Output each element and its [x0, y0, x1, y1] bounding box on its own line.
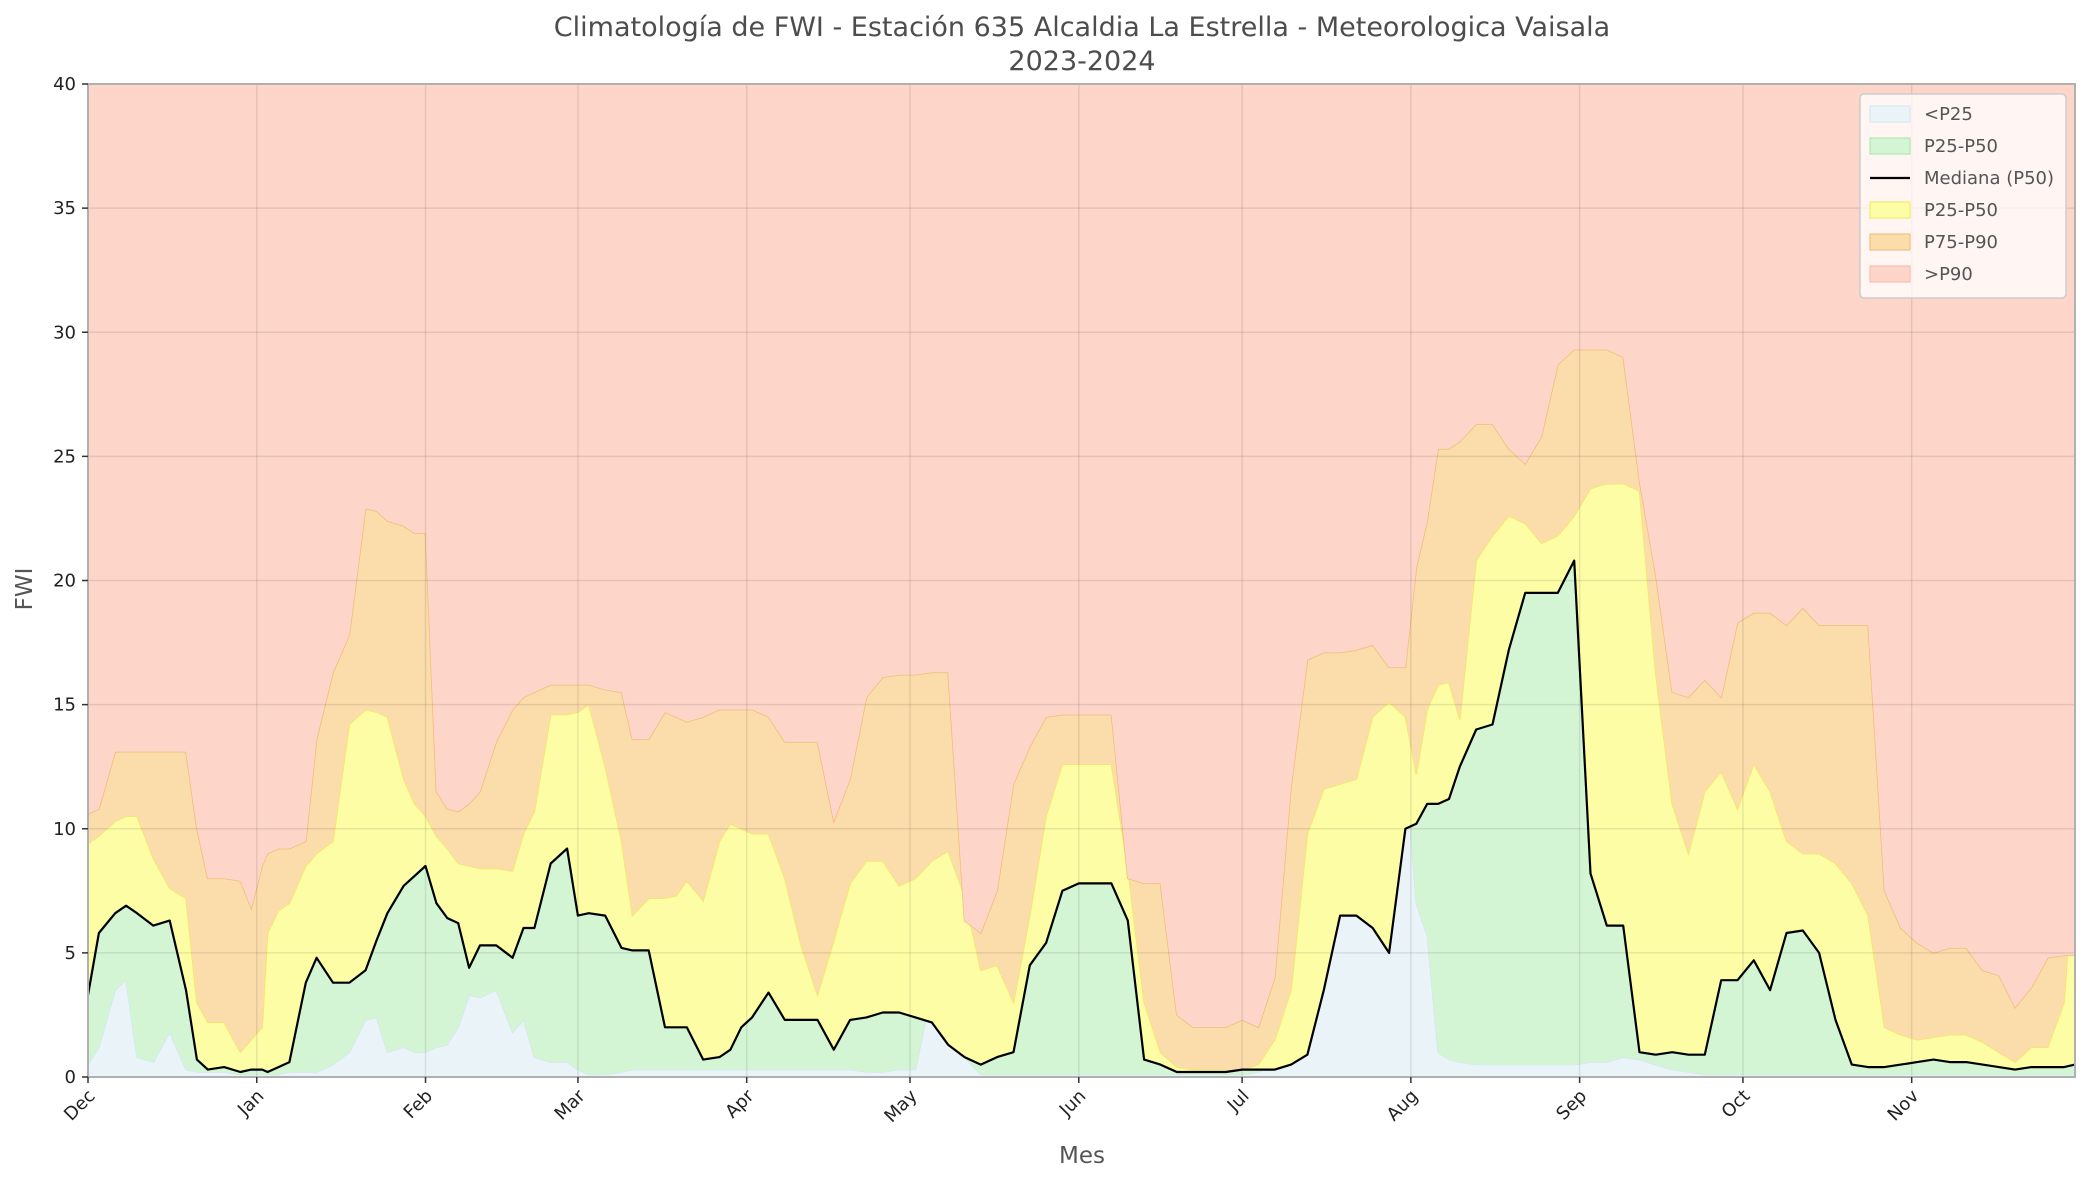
band-p75-p90: [88, 349, 2075, 1070]
legend-label: >P90: [1924, 264, 1973, 285]
x-tick-label: Jun: [1055, 1086, 1090, 1121]
chart-subtitle: 2023-2024: [1008, 46, 1155, 77]
x-tick-label: Nov: [1884, 1085, 1924, 1125]
legend-swatch: [1869, 137, 1911, 155]
x-tick-label: May: [880, 1085, 921, 1126]
gridlines: [87, 83, 2075, 1078]
x-tick-label: Apr: [721, 1085, 758, 1122]
legend-label: <P25: [1924, 104, 1973, 125]
y-tick-label: 40: [53, 74, 76, 95]
legend-label: P25-P50: [1924, 200, 1998, 221]
x-tick-label: Jan: [233, 1086, 268, 1121]
x-tick-label: Feb: [400, 1086, 437, 1123]
x-axis-ticks: Dec Jan Feb Mar Apr May Jun Jul Aug Sep Oct Nov: [60, 1077, 1923, 1127]
y-tick-label: 15: [53, 695, 76, 716]
legend-label: P75-P90: [1924, 232, 1998, 253]
x-tick-label: Oct: [1718, 1086, 1755, 1123]
legend-swatch: [1869, 233, 1911, 251]
x-tick-label: Aug: [1383, 1086, 1423, 1126]
y-axis-label: FWI: [12, 568, 38, 611]
band-above-p90: [88, 84, 2075, 1028]
y-tick-label: 30: [53, 322, 76, 343]
legend-label: P25-P50: [1924, 136, 1998, 157]
legend: <P25 P25-P50 Mediana (P50) P25-P50 P75-P90 >P…: [1859, 93, 2067, 299]
x-tick-label: Sep: [1552, 1086, 1591, 1125]
legend-swatch: [1869, 265, 1911, 283]
y-tick-label: 5: [65, 943, 76, 964]
y-axis-ticks: 0 5 10 15 20 25 30 35 40: [53, 74, 88, 1088]
y-tick-label: 35: [53, 198, 76, 219]
x-axis-label: Mes: [1059, 1143, 1105, 1169]
median-line: [86, 559, 2076, 1074]
y-tick-label: 25: [53, 446, 76, 467]
chart-title: Climatología de FWI - Estación 635 Alcal…: [554, 12, 1610, 43]
band-p25-p50: [88, 560, 2075, 1075]
y-tick-label: 0: [65, 1067, 76, 1088]
legend-label: Mediana (P50): [1924, 168, 2054, 189]
x-tick-label: Mar: [551, 1085, 590, 1124]
legend-swatch: [1869, 105, 1911, 123]
y-tick-label: 10: [53, 819, 76, 840]
legend-box: [1859, 93, 2067, 299]
median-line-group: [86, 559, 2076, 1074]
legend-swatch: [1869, 201, 1911, 219]
x-tick-label: Jul: [1223, 1086, 1254, 1117]
y-tick-label: 20: [53, 571, 76, 592]
x-tick-label: Dec: [60, 1086, 99, 1125]
